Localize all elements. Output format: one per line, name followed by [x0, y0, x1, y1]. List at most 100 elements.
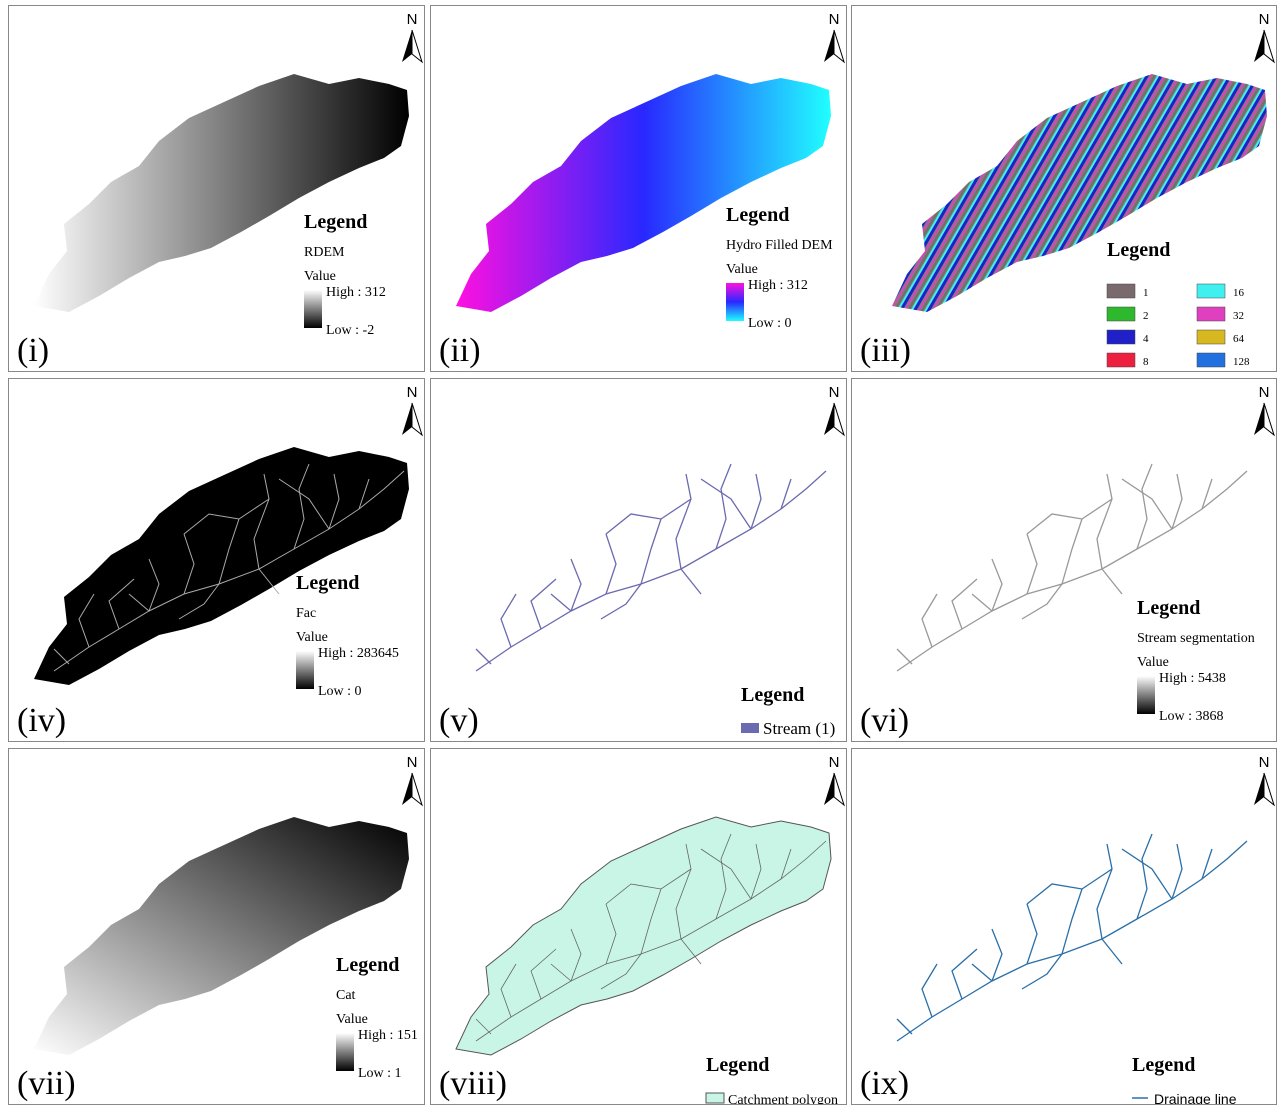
legend-swatch — [1107, 284, 1135, 298]
north-arrow — [834, 403, 844, 435]
watershed-area — [892, 74, 1267, 312]
legend-layer: Hydro Filled DEM — [726, 238, 833, 253]
watershed-area — [34, 74, 409, 312]
north-arrow — [1264, 403, 1274, 435]
legend-title: Legend — [706, 1054, 769, 1076]
north-label: N — [407, 754, 418, 771]
north-arrow — [402, 403, 412, 435]
legend-swatch — [1107, 353, 1135, 367]
legend-class: 128 — [1233, 356, 1250, 368]
legend-class: 16 — [1233, 287, 1245, 299]
legend-high: High : 283645 — [318, 646, 399, 661]
panel-label: (ii) — [439, 332, 481, 369]
legend-layer: Cat — [336, 988, 356, 1003]
north-arrow — [412, 773, 422, 805]
legend-swatch — [1197, 307, 1225, 321]
panel-label: (ix) — [860, 1065, 909, 1102]
legend-low: Low : 1 — [358, 1066, 402, 1081]
legend-class: 1 — [1143, 287, 1149, 299]
legend-layer: RDEM — [304, 245, 345, 260]
legend-low: Low : -2 — [326, 323, 374, 338]
watershed — [897, 834, 1247, 1041]
north-label: N — [1259, 384, 1270, 401]
north-arrow — [1264, 30, 1274, 62]
north-arrow — [412, 403, 422, 435]
legend-class: 4 — [1143, 333, 1149, 345]
legend-swatch — [1197, 284, 1225, 298]
watershed — [34, 74, 409, 312]
watershed-area — [456, 74, 831, 312]
legend-field: Value — [726, 262, 758, 277]
map-panel: N (iii) Legend 1 2 4 8 16 32 64 128 — [851, 5, 1277, 372]
legend-high: High : 312 — [326, 285, 386, 300]
legend-layer: Fac — [296, 606, 316, 621]
legend-title: Legend — [726, 204, 789, 226]
watershed — [456, 74, 831, 312]
legend-swatch — [706, 1093, 724, 1103]
panel-label: (i) — [17, 332, 49, 369]
legend-ramp — [304, 290, 322, 328]
legend-low: Low : 0 — [748, 316, 792, 331]
legend-low: Low : 0 — [318, 684, 362, 699]
legend-ramp — [336, 1033, 354, 1071]
panel-label: (iii) — [860, 332, 911, 369]
legend-high: High : 151 — [358, 1028, 418, 1043]
north-label: N — [829, 754, 840, 771]
legend-swatch — [741, 723, 759, 733]
legend-field: Value — [304, 269, 336, 284]
legend-class: 2 — [1143, 310, 1149, 322]
legend-class: 8 — [1143, 356, 1149, 368]
north-arrow — [412, 30, 422, 62]
north-label: N — [407, 384, 418, 401]
north-label: N — [829, 384, 840, 401]
panel-label: (vi) — [860, 702, 909, 739]
legend-high: High : 312 — [748, 278, 808, 293]
legend-class: 32 — [1233, 310, 1244, 322]
legend-class: 64 — [1233, 333, 1245, 345]
stream-lines — [897, 834, 1247, 1041]
legend-title: Legend — [304, 211, 367, 233]
legend-swatch — [1197, 330, 1225, 344]
north-label: N — [1259, 754, 1270, 771]
panel-label: (vii) — [17, 1065, 76, 1102]
legend-title: Legend — [1107, 239, 1170, 261]
legend-item: Catchment polygon — [728, 1093, 838, 1105]
north-arrow — [1254, 30, 1264, 62]
catchment-area — [456, 817, 831, 1055]
north-arrow — [824, 773, 834, 805]
north-arrow — [834, 30, 844, 62]
legend-ramp — [726, 283, 744, 321]
watershed — [476, 464, 826, 671]
north-label: N — [829, 11, 840, 28]
map: N (iii) Legend 1 2 4 8 16 32 64 128 — [852, 6, 1277, 372]
legend-title: Legend — [1137, 597, 1200, 619]
legend-field: Value — [296, 630, 328, 645]
legend-swatch — [1107, 330, 1135, 344]
legend-ramp — [296, 651, 314, 689]
figure: (() => { const data = JSON.parse(documen… — [0, 0, 1279, 1107]
panel-label: (v) — [439, 702, 479, 739]
stream-lines — [476, 464, 826, 671]
north-arrow — [824, 403, 834, 435]
north-label: N — [1259, 11, 1270, 28]
legend-field: Value — [336, 1012, 368, 1027]
legend-swatch — [1197, 353, 1225, 367]
north-arrow — [1254, 403, 1264, 435]
legend-ramp — [1137, 676, 1155, 714]
panel-label: (iv) — [17, 702, 66, 739]
north-arrow — [1264, 773, 1274, 805]
legend-title: Legend — [336, 954, 399, 976]
north-arrow — [834, 773, 844, 805]
north-label: N — [407, 11, 418, 28]
